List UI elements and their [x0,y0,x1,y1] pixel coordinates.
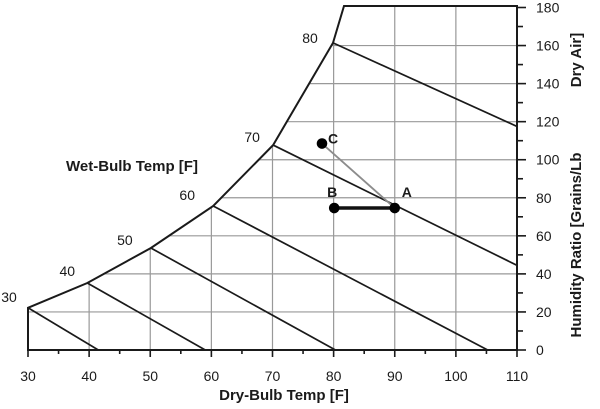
x-axis-tick-label-30: 30 [20,368,36,384]
point-b-label: B [327,184,337,200]
wet-bulb-line-80 [332,42,517,128]
y-axis-title-part2: Dry Air] [568,33,585,87]
wet-bulb-line-40 [86,282,206,350]
y-axis-ticks [517,6,526,351]
y-axis-tick-label-180: 180 [536,0,560,16]
x-axis-tick-label-50: 50 [142,368,158,384]
saturation-boundary [27,5,518,351]
wet-bulb-label-30: 30 [1,289,17,305]
point-c-marker [316,138,328,149]
connector-c-a [321,142,396,209]
wet-bulb-label-70: 70 [244,129,260,145]
point-b-marker [328,202,340,214]
y-axis-tick-label-80: 80 [536,190,552,206]
x-axis-tick-label-60: 60 [204,368,220,384]
x-axis-tick-label-110: 110 [506,368,529,384]
wet-bulb-label-50: 50 [117,232,133,248]
wet-bulb-label-80: 80 [302,30,318,46]
wet-bulb-axis-title: Wet-Bulb Temp [F] [66,158,198,175]
x-axis-title: Dry-Bulb Temp [F] [219,387,349,404]
wet-bulb-label-60: 60 [179,187,195,203]
x-axis-tick-label-40: 40 [81,368,97,384]
x-axis-tick-label-70: 70 [265,368,281,384]
y-axis-tick-label-160: 160 [536,38,560,54]
y-axis-tick-label-20: 20 [536,304,552,320]
x-axis-tick-label-100: 100 [444,368,468,384]
y-axis-tick-label-140: 140 [536,76,560,92]
wet-bulb-line-30 [28,307,99,350]
wet-bulb-line-50 [150,247,336,350]
y-axis-tick-label-40: 40 [536,266,552,282]
y-axis-tick-label-120: 120 [536,114,560,130]
y-axis-title-part1: Humidity Ratio [Grains/Lb [568,152,585,337]
point-a-marker [389,202,401,214]
y-axis-tick-label-60: 60 [536,228,552,244]
x-axis-tick-label-80: 80 [326,368,342,384]
x-axis-tick-label-90: 90 [387,368,403,384]
y-axis-tick-label-100: 100 [536,152,560,168]
point-c-label: C [328,131,338,147]
y-axis-tick-label-0: 0 [536,342,544,358]
wet-bulb-label-40: 40 [60,263,76,279]
point-a-label: A [402,184,412,200]
x-axis-ticks [27,350,518,357]
gridline-group [28,6,517,350]
wet-bulb-line-60 [212,205,489,350]
